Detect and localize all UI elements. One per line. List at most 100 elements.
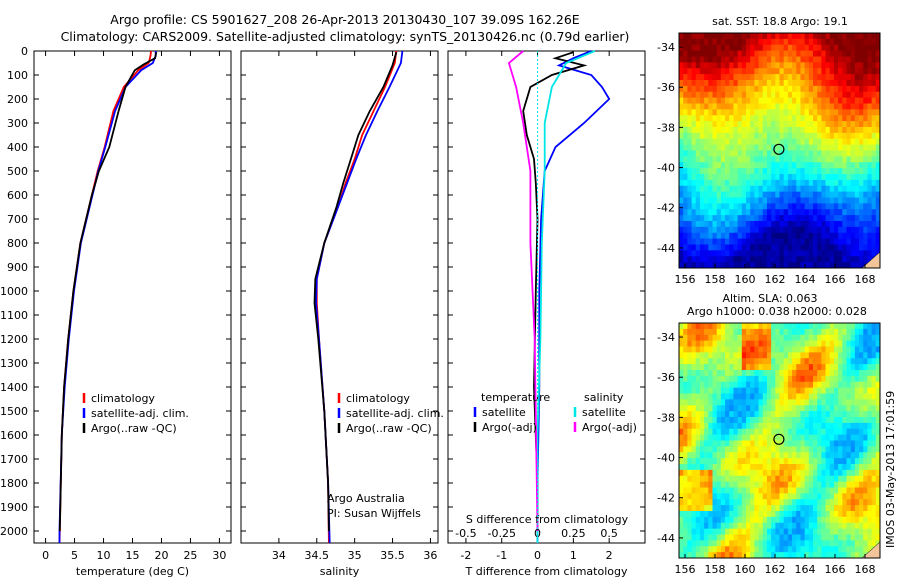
map-cell xyxy=(779,452,785,459)
map-cell xyxy=(871,417,877,424)
map-cell xyxy=(746,74,751,81)
map-cell xyxy=(863,56,868,63)
map-cell xyxy=(691,399,697,406)
x-tick-label: 20 xyxy=(154,549,168,562)
map-cell xyxy=(783,458,789,465)
map-cell xyxy=(708,505,713,512)
map-cell xyxy=(846,323,852,330)
map-cell xyxy=(762,352,768,359)
map-cell xyxy=(871,493,877,500)
map-cell xyxy=(746,375,751,383)
map-cell xyxy=(813,328,818,336)
map-cell xyxy=(875,156,881,163)
map-cell xyxy=(720,132,726,140)
map-cell xyxy=(854,534,860,541)
map-cell xyxy=(699,156,705,163)
map-cell xyxy=(871,364,877,371)
map-cell xyxy=(871,232,877,240)
map-cell xyxy=(691,516,697,524)
map-cell xyxy=(716,458,722,465)
map-cell xyxy=(699,440,705,447)
map-cell xyxy=(766,516,772,524)
map-cell xyxy=(708,121,713,128)
map-cell xyxy=(804,56,810,63)
map-cell xyxy=(800,56,806,63)
map-cell xyxy=(813,127,818,134)
map-cell xyxy=(859,144,864,151)
map-cell xyxy=(775,334,780,342)
map-cell xyxy=(695,174,701,181)
map-cell xyxy=(762,74,768,81)
map-cell xyxy=(838,481,843,488)
map-cell xyxy=(750,358,755,365)
map-cell xyxy=(829,328,835,336)
map-cell xyxy=(775,328,780,336)
map-cell xyxy=(817,328,822,336)
map-cell xyxy=(817,375,822,383)
map-cell xyxy=(821,481,826,488)
map-cell xyxy=(708,352,713,359)
map-cell xyxy=(737,262,743,269)
map-cell xyxy=(691,80,697,87)
map-cell xyxy=(867,203,873,210)
map-cell xyxy=(838,487,843,494)
map-cell xyxy=(737,469,743,477)
map-cell xyxy=(683,44,688,52)
map-cell xyxy=(679,144,684,151)
map-cell xyxy=(699,446,705,453)
map-cell xyxy=(733,475,739,483)
map-cell xyxy=(766,528,772,535)
map-cell xyxy=(787,387,793,394)
map-cell xyxy=(758,393,764,400)
map-cell xyxy=(867,346,873,353)
map-cell xyxy=(871,138,877,146)
map-cell xyxy=(691,528,697,535)
map-cell xyxy=(720,209,726,216)
map-cell xyxy=(813,256,818,263)
map-cell xyxy=(783,452,789,459)
map-cell xyxy=(783,221,789,228)
map-cell xyxy=(687,434,692,441)
map-cell xyxy=(733,487,739,494)
map-cell xyxy=(842,440,847,447)
map-cell xyxy=(829,50,835,57)
map-cell xyxy=(758,370,764,377)
map-cell xyxy=(867,138,873,146)
map-cell xyxy=(842,464,847,471)
map-cell xyxy=(775,97,780,104)
annotation-line2: PI: Susan Wijffels xyxy=(327,507,421,520)
map-cell xyxy=(720,168,726,175)
map-cell xyxy=(787,381,793,389)
map-cell xyxy=(708,464,713,471)
map-y-tick-label: -36 xyxy=(657,81,675,94)
map-cell xyxy=(863,91,868,99)
legend-label: satellite xyxy=(482,406,526,419)
map-cell xyxy=(758,440,764,447)
map-cell xyxy=(808,115,814,122)
map-cell xyxy=(695,534,701,541)
map-cell xyxy=(746,144,751,151)
map-cell xyxy=(808,340,814,347)
map-cell xyxy=(804,499,810,506)
map-cell xyxy=(821,528,826,535)
map-cell xyxy=(829,103,835,110)
map-cell xyxy=(779,256,785,263)
map-cell xyxy=(695,74,701,81)
map-cell xyxy=(683,132,688,140)
map-cell xyxy=(699,215,705,222)
map-cell xyxy=(792,358,797,365)
map-cell xyxy=(708,481,713,488)
map-cell xyxy=(766,346,772,353)
map-cell xyxy=(833,203,839,210)
map-cell xyxy=(766,387,772,394)
map-cell xyxy=(687,475,692,483)
map-cell xyxy=(863,546,868,553)
map-cell xyxy=(754,499,759,506)
map-cell xyxy=(846,434,852,441)
map-cell xyxy=(762,328,768,336)
map-cell xyxy=(779,493,785,500)
map-cell xyxy=(716,162,722,169)
map-cell xyxy=(854,546,860,553)
map-cell xyxy=(863,33,868,40)
map-cell xyxy=(787,215,793,222)
